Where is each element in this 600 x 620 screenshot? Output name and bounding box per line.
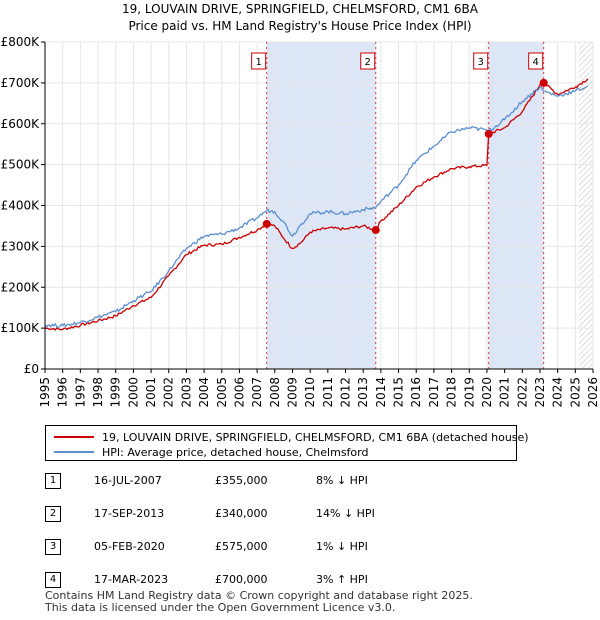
sale-number-badge: 3 bbox=[45, 539, 61, 555]
sale-point bbox=[371, 226, 380, 235]
chart-title: 19, LOUVAIN DRIVE, SPRINGFIELD, CHELMSFO… bbox=[122, 2, 479, 16]
sale-hpi-diff: 1% ↓ HPI bbox=[316, 540, 368, 553]
legend-item-hpi: HPI: Average price, detached house, Chel… bbox=[54, 444, 368, 460]
x-tick-label: 2013 bbox=[356, 377, 370, 408]
x-tick-label: 2011 bbox=[321, 377, 335, 408]
x-tick-label: 2021 bbox=[498, 377, 512, 408]
legend-label-hpi: HPI: Average price, detached house, Chel… bbox=[102, 445, 369, 459]
x-tick-label: 1998 bbox=[91, 377, 105, 408]
x-tick-label: 2014 bbox=[374, 377, 388, 408]
x-tick-label: 1995 bbox=[38, 377, 52, 408]
x-tick-label: 2012 bbox=[339, 377, 353, 408]
sale-label: 4 bbox=[532, 57, 538, 68]
property-price-line bbox=[44, 78, 589, 331]
x-tick-label: 1997 bbox=[73, 377, 87, 408]
sale-date: 05-FEB-2020 bbox=[94, 540, 165, 553]
sale-row: 3 05-FEB-2020 £575,000 1% ↓ HPI bbox=[45, 539, 385, 555]
footer-copyright: Contains HM Land Registry data © Crown c… bbox=[45, 589, 473, 602]
sale-date: 17-MAR-2023 bbox=[94, 573, 169, 586]
x-tick-label: 2017 bbox=[427, 377, 441, 408]
sale-price: £340,000 bbox=[215, 507, 268, 520]
x-tick-label: 2024 bbox=[551, 377, 565, 408]
sale-label-box bbox=[528, 52, 544, 70]
x-tick-label: 2026 bbox=[586, 377, 600, 408]
sale-point bbox=[539, 78, 548, 87]
sale-hpi-diff: 14% ↓ HPI bbox=[316, 507, 375, 520]
x-tick-label: 2005 bbox=[215, 377, 229, 408]
sale-label: 2 bbox=[365, 57, 371, 68]
x-tick-label: 2016 bbox=[409, 377, 423, 408]
price-chart: 19, LOUVAIN DRIVE, SPRINGFIELD, CHELMSFO… bbox=[1, 2, 600, 408]
hpi-line bbox=[44, 85, 589, 328]
x-tick-label: 2010 bbox=[303, 377, 317, 408]
x-tick-label: 2020 bbox=[480, 377, 494, 408]
sale-price: £355,000 bbox=[215, 474, 268, 487]
sale-hpi-diff: 8% ↓ HPI bbox=[316, 474, 368, 487]
legend-swatch-property bbox=[54, 436, 94, 438]
sale-label: 3 bbox=[478, 57, 484, 68]
sale-date: 17-SEP-2013 bbox=[94, 507, 165, 520]
footer-licence: This data is licensed under the Open Gov… bbox=[45, 601, 396, 614]
x-tick-label: 2003 bbox=[179, 377, 193, 408]
y-tick-label: £800K bbox=[1, 35, 41, 49]
x-tick-label: 2001 bbox=[144, 377, 158, 408]
x-tick-label: 2004 bbox=[197, 377, 211, 408]
x-tick-label: 2023 bbox=[533, 377, 547, 408]
sale-point bbox=[484, 129, 493, 138]
y-tick-label: £400K bbox=[1, 199, 41, 213]
sale-label-box bbox=[360, 52, 376, 70]
x-tick-label: 2018 bbox=[445, 377, 459, 408]
legend-label-property: 19, LOUVAIN DRIVE, SPRINGFIELD, CHELMSFO… bbox=[102, 430, 529, 444]
x-tick-label: 2006 bbox=[232, 377, 246, 408]
sale-point bbox=[262, 219, 271, 228]
sale-price: £575,000 bbox=[215, 540, 268, 553]
x-tick-label: 2009 bbox=[285, 377, 299, 408]
sale-date: 16-JUL-2007 bbox=[94, 474, 162, 487]
y-tick-label: £100K bbox=[1, 321, 41, 335]
y-tick-label: £600K bbox=[1, 117, 41, 131]
x-tick-label: 2022 bbox=[515, 377, 529, 408]
chart-subtitle: Price paid vs. HM Land Registry's House … bbox=[128, 19, 471, 33]
sale-label: 1 bbox=[255, 57, 261, 68]
x-tick-label: 1999 bbox=[109, 377, 123, 408]
y-tick-label: £0 bbox=[24, 362, 39, 376]
x-tick-label: 1996 bbox=[56, 377, 70, 408]
sale-label-box bbox=[473, 52, 489, 70]
sale-price: £700,000 bbox=[215, 573, 268, 586]
legend-swatch-hpi bbox=[54, 451, 94, 453]
legend: 19, LOUVAIN DRIVE, SPRINGFIELD, CHELMSFO… bbox=[45, 425, 529, 461]
sale-number-badge: 4 bbox=[45, 572, 61, 588]
x-tick-label: 2007 bbox=[250, 377, 264, 408]
x-tick-label: 2025 bbox=[568, 377, 582, 408]
sale-row: 2 17-SEP-2013 £340,000 14% ↓ HPI bbox=[45, 506, 385, 522]
x-tick-label: 2002 bbox=[162, 377, 176, 408]
y-tick-label: £300K bbox=[1, 239, 41, 253]
y-tick-label: £700K bbox=[1, 76, 41, 90]
x-tick-label: 2000 bbox=[126, 377, 140, 408]
sale-label-box bbox=[251, 52, 267, 70]
x-tick-label: 2019 bbox=[462, 377, 476, 408]
sale-row: 4 17-MAR-2023 £700,000 3% ↑ HPI bbox=[45, 572, 385, 588]
x-tick-label: 2008 bbox=[268, 377, 282, 408]
sale-number-badge: 1 bbox=[45, 473, 61, 489]
y-tick-label: £200K bbox=[1, 280, 41, 294]
legend-item-property: 19, LOUVAIN DRIVE, SPRINGFIELD, CHELMSFO… bbox=[54, 429, 529, 445]
sale-number-badge: 2 bbox=[45, 506, 61, 522]
y-tick-label: £500K bbox=[1, 158, 41, 172]
footer-attribution: Contains HM Land Registry data © Crown c… bbox=[45, 590, 473, 614]
sale-row: 1 16-JUL-2007 £355,000 8% ↓ HPI bbox=[45, 473, 385, 489]
x-tick-label: 2015 bbox=[392, 377, 406, 408]
sale-hpi-diff: 3% ↑ HPI bbox=[316, 573, 368, 586]
